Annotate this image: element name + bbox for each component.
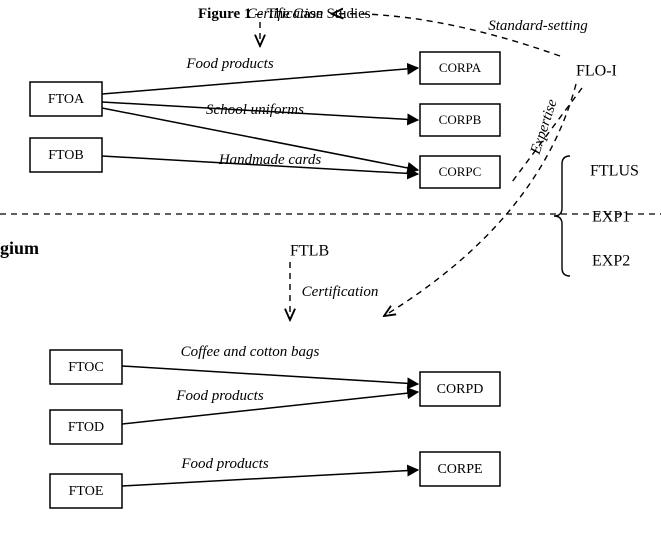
edge-solid: [122, 470, 418, 486]
node-label: FTOB: [48, 148, 84, 163]
text-ftlus: FTLUS: [590, 163, 639, 180]
diagram-canvas: Figure 1 – The Case StudiesFood products…: [0, 0, 661, 554]
text-gium: gium: [0, 238, 39, 258]
node-label: FTOA: [48, 92, 85, 107]
node-label: CORPD: [437, 382, 484, 397]
text-exp1: EXP1: [592, 209, 630, 226]
edge-label: Handmade cards: [218, 152, 322, 168]
text-floi: FLO-I: [576, 63, 617, 80]
edge-label: Certification: [247, 6, 324, 22]
text-exp2: EXP2: [592, 253, 630, 270]
edge-label: School uniforms: [206, 102, 304, 118]
node-label: CORPE: [437, 462, 482, 477]
edge-label: Expertise: [528, 97, 561, 157]
edge-label: Food products: [185, 56, 274, 72]
node-label: CORPB: [439, 112, 482, 127]
edge-label: Food products: [180, 456, 269, 472]
node-label: FTOE: [69, 484, 104, 499]
edge-label: Standard-setting: [488, 18, 588, 34]
edge-solid: [122, 366, 418, 384]
node-label: CORPC: [439, 164, 482, 179]
node-label: FTOD: [68, 420, 104, 435]
brace-icon: [554, 156, 570, 276]
edge-solid: [122, 392, 418, 424]
node-label: FTOC: [68, 360, 104, 375]
edge-label: Certification: [302, 284, 379, 300]
edge-label: Food products: [175, 388, 264, 404]
node-label: CORPA: [439, 60, 482, 75]
edge-label: Coffee and cotton bags: [181, 344, 320, 360]
text-ftlb: FTLB: [290, 243, 329, 260]
